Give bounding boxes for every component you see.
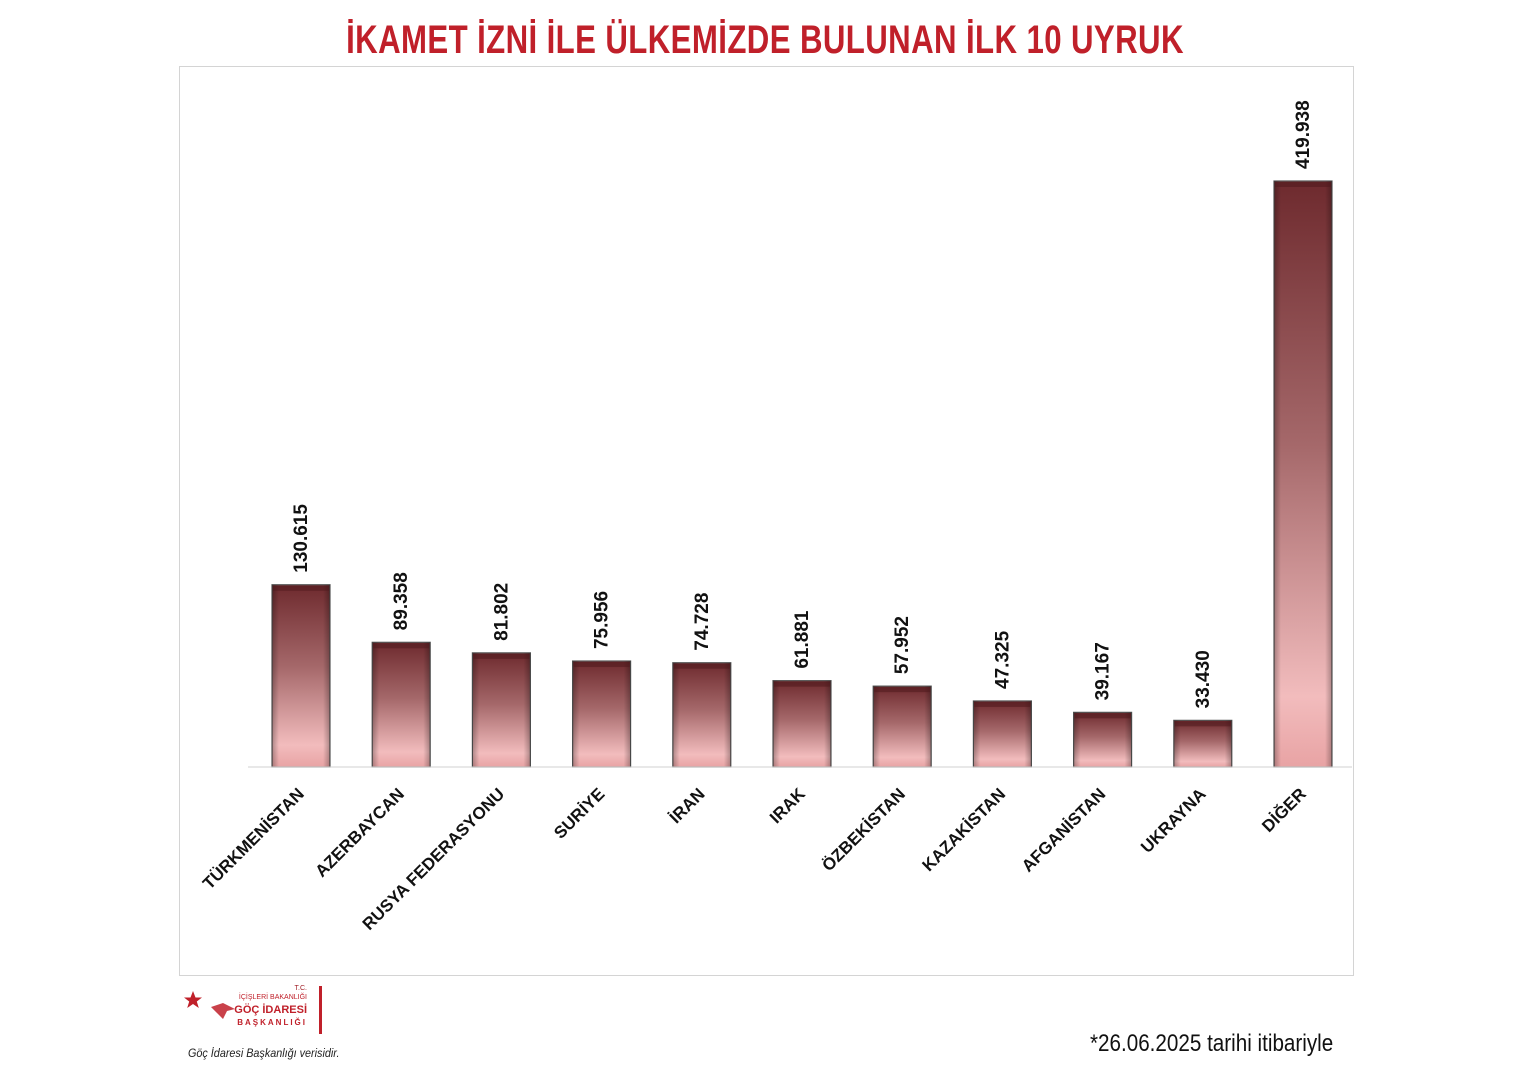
data-label: 33.430	[1193, 650, 1214, 708]
bar-bevel	[1274, 181, 1332, 767]
date-note: *26.06.2025 tarihi itibariyle	[1090, 1030, 1334, 1057]
bar-bevel	[1173, 720, 1232, 767]
data-label: 61.881	[792, 610, 813, 669]
logo-divider	[319, 986, 322, 1034]
logo-ministry-text: İÇİŞLERİ BAKANLIĞI	[238, 994, 307, 1001]
x-tick-label: KAZAKİSTAN	[919, 784, 1010, 875]
bar-bevel	[372, 642, 431, 767]
bar-cap	[273, 585, 329, 591]
data-label: 75.956	[592, 591, 613, 649]
bar-cap	[373, 643, 430, 649]
bar-bevel	[572, 661, 631, 767]
bar-bevel	[873, 686, 932, 767]
chart-title: İKAMET İZNİ İLE ÜLKEMİZDE BULUNAN İLK 10…	[346, 18, 1184, 62]
bar-cap	[473, 653, 530, 659]
x-tick-label: ÖZBEKİSTAN	[818, 784, 909, 875]
data-label: 130.615	[291, 504, 312, 573]
source-note: Göç İdaresi Başkanlığı verisidir.	[188, 1046, 340, 1060]
logo-tc-text: T.C.	[294, 985, 307, 992]
x-tick-label: IRAK	[766, 784, 809, 827]
bar-cap	[1275, 182, 1331, 187]
data-label: 39.167	[1093, 642, 1114, 700]
bar-bevel	[773, 680, 831, 767]
bar-chart: 130.615 TÜRKMENİSTAN 89.358 AZERBAYCAN 81.80…	[199, 100, 1352, 934]
bar-cap	[573, 662, 630, 668]
data-label: 57.952	[892, 616, 913, 674]
x-tick-label: SURİYE	[550, 784, 608, 842]
bar-bevel	[1073, 712, 1132, 767]
x-tick-label: AFGANİSTAN	[1018, 784, 1109, 875]
bar-cap	[774, 681, 830, 687]
x-tick-label: TÜRKMENİSTAN	[199, 784, 308, 893]
bar-bevel	[472, 652, 531, 767]
bar-bevel	[672, 662, 731, 767]
x-tick-label: İRAN	[666, 784, 709, 827]
bar-cap	[673, 663, 730, 669]
logo-agency-text: GÖÇ İDARESİ	[234, 1004, 307, 1016]
goc-idaresi-logo: T.C. İÇİŞLERİ BAKANLIĞI GÖÇ İDARESİ BAŞK…	[183, 985, 343, 1065]
crescent-star-icon	[184, 991, 239, 1043]
bar-cap	[974, 701, 1031, 707]
bar-bevel	[272, 584, 330, 767]
chart-frame	[179, 66, 1354, 976]
data-label: 89.358	[391, 572, 412, 630]
bar-cap	[1174, 721, 1231, 727]
x-tick-label: AZERBAYCAN	[312, 784, 408, 880]
bar-bevel	[973, 700, 1032, 767]
data-label: 74.728	[692, 593, 713, 651]
bar-cap	[1074, 713, 1131, 719]
bar-cap	[874, 687, 931, 693]
logo-presidency-text: BAŞKANLIĞI	[237, 1018, 307, 1027]
x-tick-label: DİĞER	[1258, 784, 1310, 836]
data-label: 419.938	[1293, 100, 1314, 169]
data-label: 81.802	[491, 583, 512, 641]
x-tick-label: UKRAYNA	[1137, 784, 1209, 856]
data-label: 47.325	[992, 630, 1013, 689]
